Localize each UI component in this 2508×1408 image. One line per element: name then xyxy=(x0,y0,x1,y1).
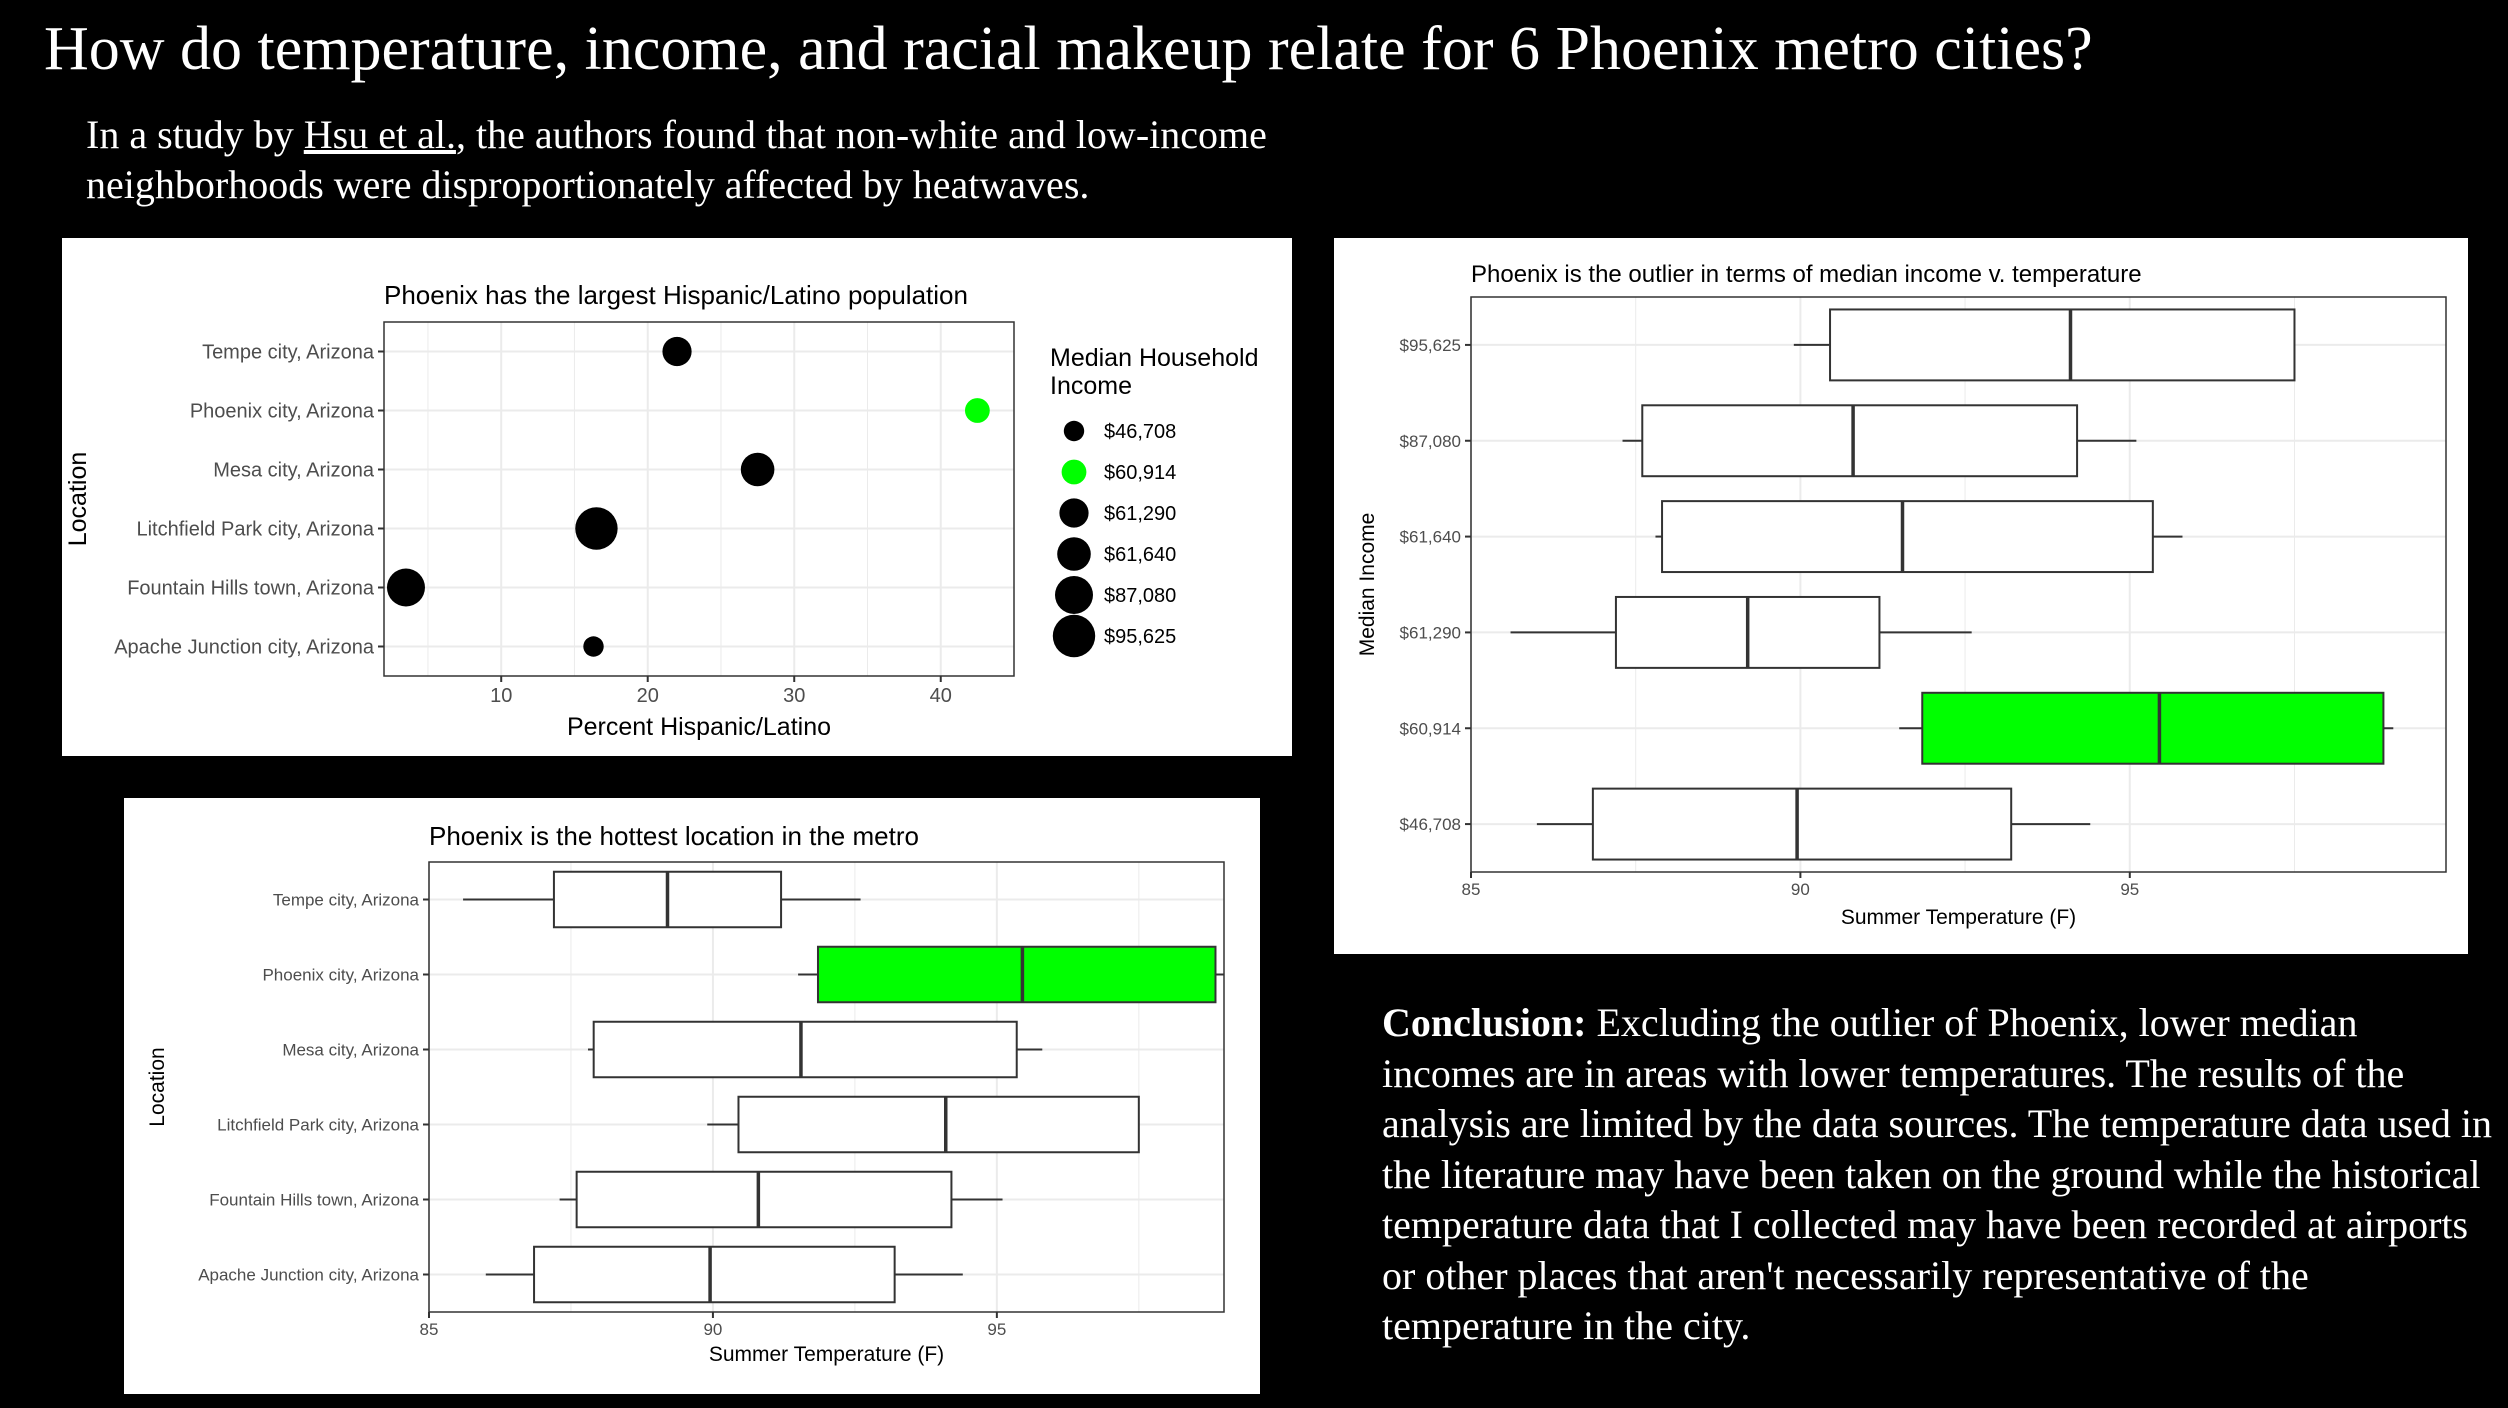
plot-background xyxy=(1471,297,2446,872)
plot-border xyxy=(1470,296,2447,873)
x-tick-label: 20 xyxy=(637,685,659,707)
hsu-et-al-link[interactable]: Hsu et al. xyxy=(303,112,456,157)
x-tick-label: 90 xyxy=(1791,880,1810,899)
point-fountain-hills-town-arizona xyxy=(386,568,425,607)
y-tick-label: Fountain Hills town, Arizona xyxy=(127,578,375,600)
box-46-708 xyxy=(1591,787,2013,861)
y-tick-label: Litchfield Park city, Arizona xyxy=(217,1116,419,1135)
y-tick-label: $61,640 xyxy=(1400,528,1461,547)
scatter-chart: 10 20 30 40 Apache Junction city, Arizona Fou… xyxy=(64,280,1258,741)
income-boxplot: 85 90 95 $46,708 $60,914 $61,290 $61,640 $87,08… xyxy=(1356,261,2447,929)
legend-key-46-708 xyxy=(1063,420,1085,442)
point-phoenix-city-arizona xyxy=(964,398,990,423)
x-axis-label: Summer Temperature (F) xyxy=(1841,906,2076,929)
legend-key-61-290 xyxy=(1059,498,1089,528)
y-tick-label: Tempe city, Arizona xyxy=(273,891,420,910)
legend-label-46-708: $46,708 xyxy=(1104,421,1176,443)
intro-text: In a study by Hsu et al., the authors fo… xyxy=(86,110,1406,210)
location-boxplot: 85 90 95 Apache Junction city, Arizona Fount… xyxy=(146,821,1225,1366)
legend-key-60-914 xyxy=(1061,459,1087,485)
legend-label-87-080: $87,080 xyxy=(1104,585,1176,607)
legend-label-61-290: $61,290 xyxy=(1104,503,1176,525)
point-tempe-city-arizona xyxy=(662,336,692,367)
box-phoenix-city-arizona xyxy=(816,945,1217,1004)
legend-key-95-625 xyxy=(1052,614,1096,658)
y-tick-label: Tempe city, Arizona xyxy=(202,342,375,364)
plot-border xyxy=(428,861,1225,1313)
income-boxplot-panel: 85 90 95 $46,708 $60,914 $61,290 $61,640 $87,08… xyxy=(1334,238,2468,954)
y-tick-label: $60,914 xyxy=(1400,719,1461,738)
y-tick-label: Apache Junction city, Arizona xyxy=(198,1266,419,1285)
x-tick-label: 85 xyxy=(420,1320,439,1339)
y-axis-label: Median Income xyxy=(1356,513,1379,657)
legend-title-line1: Median Household xyxy=(1050,344,1258,372)
legend-key-87-080 xyxy=(1055,576,1093,614)
y-tick-label: Mesa city, Arizona xyxy=(213,460,375,482)
chart-title: Phoenix is the outlier in terms of media… xyxy=(1471,261,2142,288)
x-tick-label: 10 xyxy=(490,685,512,707)
x-axis-label: Summer Temperature (F) xyxy=(709,1343,944,1366)
chart-title: Phoenix is the hottest location in the m… xyxy=(429,821,919,851)
page-title: How do temperature, income, and racial m… xyxy=(44,15,2093,83)
legend-key-61-640 xyxy=(1057,537,1091,571)
y-tick-label: Fountain Hills town, Arizona xyxy=(209,1191,419,1210)
conclusion-body: Excluding the outlier of Phoenix, lower … xyxy=(1382,1000,2492,1348)
x-tick-label: 85 xyxy=(1462,880,1481,899)
x-tick-label: 30 xyxy=(783,685,805,707)
box-litchfield-park-city-arizona xyxy=(737,1095,1140,1154)
y-tick-label: $46,708 xyxy=(1400,815,1461,834)
y-tick-label: Phoenix city, Arizona xyxy=(262,966,419,985)
y-axis-label: Location xyxy=(146,1047,169,1126)
intro-suffix: , the authors found that non-white and l… xyxy=(86,112,1267,207)
y-axis-label: Location xyxy=(64,452,92,547)
box-60-914 xyxy=(1921,691,2385,765)
legend-label-95-625: $95,625 xyxy=(1104,626,1176,648)
intro-prefix: In a study by xyxy=(86,112,304,157)
x-tick-label: 95 xyxy=(2120,880,2139,899)
plot-background xyxy=(384,322,1014,676)
y-tick-label: Apache Junction city, Arizona xyxy=(114,637,375,659)
x-tick-label: 95 xyxy=(987,1320,1006,1339)
conclusion-text: Conclusion: Excluding the outlier of Pho… xyxy=(1382,998,2492,1352)
scatter-chart-panel: 10 20 30 40 Apache Junction city, Arizona Fou… xyxy=(62,238,1292,756)
conclusion-label: Conclusion: xyxy=(1382,1000,1587,1045)
chart-title: Phoenix has the largest Hispanic/Latino … xyxy=(384,280,968,310)
x-tick-label: 40 xyxy=(930,685,952,707)
box-95-625 xyxy=(1829,308,2296,382)
y-tick-label: $95,625 xyxy=(1400,336,1461,355)
plot-background xyxy=(429,862,1224,1312)
box-61-640 xyxy=(1661,500,2154,574)
y-tick-label: Litchfield Park city, Arizona xyxy=(136,519,374,541)
location-boxplot-panel: 85 90 95 Apache Junction city, Arizona Fount… xyxy=(124,798,1260,1394)
point-litchfield-park-city-arizona xyxy=(575,507,618,550)
x-axis-label: Percent Hispanic/Latino xyxy=(567,713,831,741)
y-tick-label: $87,080 xyxy=(1400,432,1461,451)
y-tick-label: Phoenix city, Arizona xyxy=(190,401,375,423)
point-mesa-city-arizona xyxy=(740,452,775,487)
box-mesa-city-arizona xyxy=(592,1020,1018,1079)
legend-title-line2: Income xyxy=(1050,372,1132,400)
point-apache-junction-city-arizona xyxy=(583,636,604,657)
plot-border xyxy=(383,321,1015,677)
x-tick-label: 90 xyxy=(703,1320,722,1339)
y-tick-label: $61,290 xyxy=(1400,624,1461,643)
box-fountain-hills-town-arizona xyxy=(575,1170,953,1229)
y-tick-label: Mesa city, Arizona xyxy=(282,1041,419,1060)
legend-label-61-640: $61,640 xyxy=(1104,544,1176,566)
box-apache-junction-city-arizona xyxy=(533,1245,896,1304)
box-87-080 xyxy=(1641,404,2079,478)
legend-label-60-914: $60,914 xyxy=(1104,462,1176,484)
